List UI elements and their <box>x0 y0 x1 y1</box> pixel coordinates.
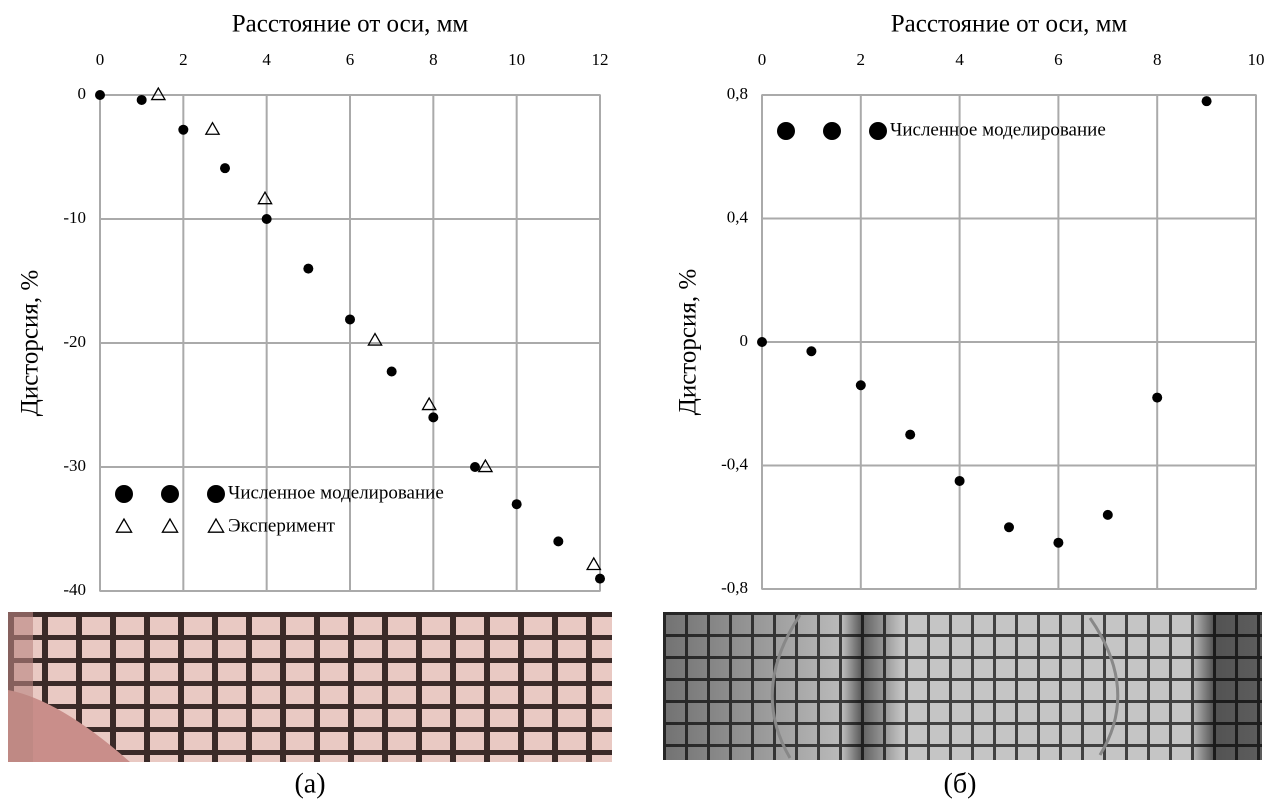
x-tick-label: 10 <box>1248 50 1265 69</box>
axis-title: Расстояние от оси, мм <box>232 11 469 38</box>
data-point <box>136 94 147 105</box>
data-point <box>585 556 602 571</box>
data-point <box>595 573 605 584</box>
y-tick-label: -10 <box>63 208 86 227</box>
x-tick-label: 12 <box>592 50 609 69</box>
y-tick-label: -0,4 <box>721 454 748 473</box>
data-point <box>1102 509 1113 520</box>
legend-marker <box>207 485 225 503</box>
x-tick-label: 2 <box>857 50 866 69</box>
data-point <box>954 475 965 486</box>
plot-frame <box>99 94 601 592</box>
y-tick-label: 0,4 <box>727 207 749 226</box>
legend-marker <box>869 122 887 140</box>
data-point <box>477 458 494 473</box>
caption: (б) <box>944 768 977 799</box>
photo-a <box>8 612 612 762</box>
data-point <box>511 499 522 510</box>
data-point <box>1004 522 1014 533</box>
axis-title: Расстояние от оси, мм <box>891 11 1128 38</box>
data-point <box>1053 537 1064 548</box>
legend-label: Численное моделирование <box>890 119 1106 140</box>
y-tick-label: 0 <box>78 84 87 103</box>
y-tick-label: 0 <box>740 331 749 350</box>
data-point <box>95 90 105 100</box>
x-tick-label: 8 <box>429 50 438 69</box>
data-point <box>204 121 221 135</box>
x-tick-label: 10 <box>508 50 525 69</box>
legend-marker <box>161 485 179 503</box>
data-point <box>905 429 916 440</box>
y-axis-label: Дисторсия, % <box>17 270 44 416</box>
legend-marker <box>823 122 841 140</box>
caption: (а) <box>294 768 325 799</box>
data-point <box>1152 392 1163 403</box>
x-tick-label: 0 <box>758 50 767 69</box>
y-tick-label: -20 <box>63 332 86 351</box>
legend-label: Численное моделирование <box>228 482 444 503</box>
photo-b <box>663 612 1262 760</box>
data-point <box>553 536 564 547</box>
data-point <box>470 462 480 472</box>
y-tick-label: -30 <box>63 456 86 475</box>
data-point <box>220 163 230 174</box>
legend-marker <box>161 517 179 533</box>
data-point <box>345 314 355 325</box>
data-point <box>257 190 273 205</box>
data-point <box>421 396 437 411</box>
x-tick-label: 6 <box>1054 50 1063 69</box>
data-point <box>367 332 383 346</box>
y-axis-label: Дисторсия, % <box>675 269 702 415</box>
x-tick-label: 8 <box>1153 50 1162 69</box>
data-point <box>303 263 314 274</box>
legend-marker <box>207 517 225 533</box>
data-point <box>386 366 397 377</box>
legend-label: Эксперимент <box>228 515 336 536</box>
data-point <box>150 86 167 101</box>
y-tick-label: 0,8 <box>727 84 748 103</box>
x-tick-label: 4 <box>955 50 964 69</box>
x-tick-label: 2 <box>179 50 188 69</box>
data-point <box>757 337 767 347</box>
data-point <box>855 380 866 391</box>
data-point <box>261 214 272 224</box>
data-point <box>806 346 817 357</box>
legend-marker <box>777 122 795 140</box>
y-tick-label: -40 <box>63 580 86 599</box>
legend-marker <box>115 485 133 503</box>
data-point <box>178 124 189 135</box>
data-point <box>428 412 439 423</box>
x-tick-label: 0 <box>96 50 105 69</box>
data-point <box>1201 96 1212 107</box>
x-tick-label: 4 <box>262 50 271 69</box>
legend-marker <box>115 517 133 533</box>
y-tick-label: -0,8 <box>721 578 748 597</box>
x-tick-label: 6 <box>346 50 355 69</box>
